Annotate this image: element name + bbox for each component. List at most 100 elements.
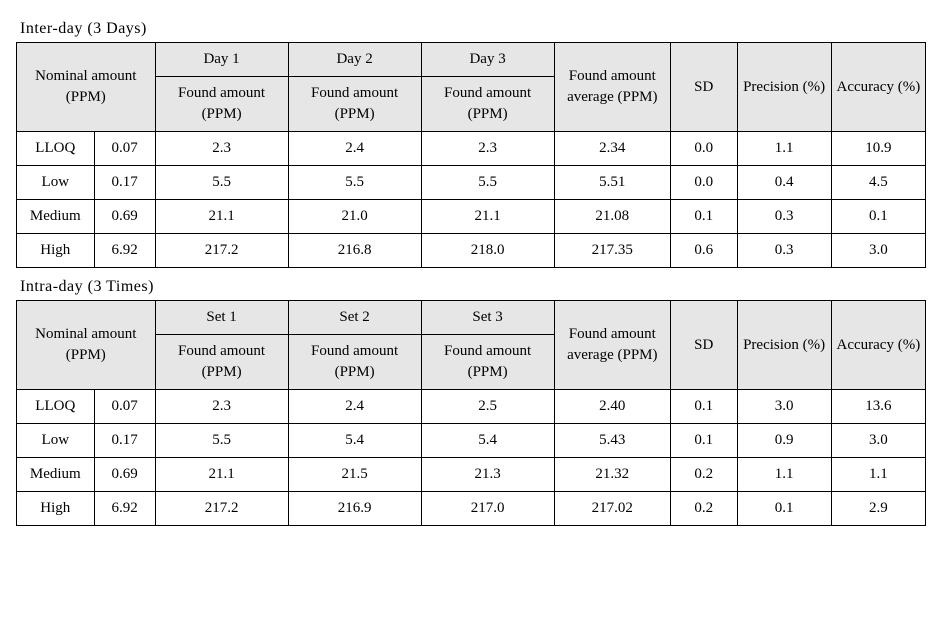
row-label: Low xyxy=(17,424,95,458)
row-nominal: 0.07 xyxy=(94,132,155,166)
header-found-amount-1: Found amount (PPM) xyxy=(155,77,288,132)
row-f2: 216.8 xyxy=(288,234,421,268)
header-set2: Set 2 xyxy=(288,301,421,335)
header-precision: Precision (%) xyxy=(737,43,831,132)
row-sd: 0.6 xyxy=(671,234,738,268)
row-f2: 216.9 xyxy=(288,492,421,526)
table-row: LLOQ 0.07 2.3 2.4 2.5 2.40 0.1 3.0 13.6 xyxy=(17,390,926,424)
row-sd: 0.0 xyxy=(671,132,738,166)
row-f3: 5.5 xyxy=(421,166,554,200)
table-row: Low 0.17 5.5 5.4 5.4 5.43 0.1 0.9 3.0 xyxy=(17,424,926,458)
row-sd: 0.1 xyxy=(671,390,738,424)
row-f3: 2.3 xyxy=(421,132,554,166)
row-avg: 21.32 xyxy=(554,458,670,492)
row-f1: 21.1 xyxy=(155,200,288,234)
row-f2: 2.4 xyxy=(288,132,421,166)
row-f1: 21.1 xyxy=(155,458,288,492)
row-acc: 0.1 xyxy=(831,200,925,234)
header-set1: Set 1 xyxy=(155,301,288,335)
header-found-avg: Found amount average (PPM) xyxy=(554,43,670,132)
header-day3: Day 3 xyxy=(421,43,554,77)
row-nominal: 0.17 xyxy=(94,166,155,200)
header-set3: Set 3 xyxy=(421,301,554,335)
row-f3: 2.5 xyxy=(421,390,554,424)
row-avg: 2.40 xyxy=(554,390,670,424)
row-prec: 1.1 xyxy=(737,458,831,492)
row-nominal: 0.17 xyxy=(94,424,155,458)
row-label: Low xyxy=(17,166,95,200)
row-nominal: 0.07 xyxy=(94,390,155,424)
row-prec: 0.4 xyxy=(737,166,831,200)
header-sd: SD xyxy=(671,43,738,132)
row-acc: 3.0 xyxy=(831,424,925,458)
section-title-intraday: Intra-day (3 Times) xyxy=(20,278,930,296)
row-f2: 2.4 xyxy=(288,390,421,424)
row-acc: 10.9 xyxy=(831,132,925,166)
row-avg: 217.35 xyxy=(554,234,670,268)
header-found-amount-3: Found amount (PPM) xyxy=(421,335,554,390)
row-avg: 5.51 xyxy=(554,166,670,200)
row-sd: 0.2 xyxy=(671,458,738,492)
row-sd: 0.0 xyxy=(671,166,738,200)
row-f2: 21.0 xyxy=(288,200,421,234)
row-label: Medium xyxy=(17,458,95,492)
header-day2: Day 2 xyxy=(288,43,421,77)
header-found-amount-1: Found amount (PPM) xyxy=(155,335,288,390)
row-prec: 0.1 xyxy=(737,492,831,526)
header-found-amount-3: Found amount (PPM) xyxy=(421,77,554,132)
header-day1: Day 1 xyxy=(155,43,288,77)
row-f2: 5.5 xyxy=(288,166,421,200)
row-f3: 21.1 xyxy=(421,200,554,234)
table-row: LLOQ 0.07 2.3 2.4 2.3 2.34 0.0 1.1 10.9 xyxy=(17,132,926,166)
row-acc: 4.5 xyxy=(831,166,925,200)
row-f1: 5.5 xyxy=(155,166,288,200)
header-found-avg: Found amount average (PPM) xyxy=(554,301,670,390)
row-label: High xyxy=(17,234,95,268)
row-nominal: 6.92 xyxy=(94,492,155,526)
header-nominal: Nominal amount (PPM) xyxy=(17,43,156,132)
row-f2: 5.4 xyxy=(288,424,421,458)
row-avg: 5.43 xyxy=(554,424,670,458)
row-sd: 0.2 xyxy=(671,492,738,526)
row-acc: 1.1 xyxy=(831,458,925,492)
row-f3: 21.3 xyxy=(421,458,554,492)
table-row: Low 0.17 5.5 5.5 5.5 5.51 0.0 0.4 4.5 xyxy=(17,166,926,200)
row-avg: 2.34 xyxy=(554,132,670,166)
interday-table: Nominal amount (PPM) Day 1 Day 2 Day 3 F… xyxy=(16,42,926,268)
row-f1: 5.5 xyxy=(155,424,288,458)
row-prec: 0.3 xyxy=(737,234,831,268)
row-f2: 21.5 xyxy=(288,458,421,492)
row-label: LLOQ xyxy=(17,132,95,166)
section-title-interday: Inter-day (3 Days) xyxy=(20,20,930,38)
row-f1: 217.2 xyxy=(155,234,288,268)
header-precision: Precision (%) xyxy=(737,301,831,390)
header-found-amount-2: Found amount (PPM) xyxy=(288,77,421,132)
header-nominal: Nominal amount (PPM) xyxy=(17,301,156,390)
row-f3: 217.0 xyxy=(421,492,554,526)
row-sd: 0.1 xyxy=(671,200,738,234)
table-row: High 6.92 217.2 216.8 218.0 217.35 0.6 0… xyxy=(17,234,926,268)
table-row: Medium 0.69 21.1 21.5 21.3 21.32 0.2 1.1… xyxy=(17,458,926,492)
row-nominal: 0.69 xyxy=(94,458,155,492)
row-acc: 2.9 xyxy=(831,492,925,526)
intraday-table: Nominal amount (PPM) Set 1 Set 2 Set 3 F… xyxy=(16,300,926,526)
row-f1: 217.2 xyxy=(155,492,288,526)
row-avg: 217.02 xyxy=(554,492,670,526)
row-sd: 0.1 xyxy=(671,424,738,458)
row-nominal: 0.69 xyxy=(94,200,155,234)
row-f1: 2.3 xyxy=(155,390,288,424)
row-f3: 5.4 xyxy=(421,424,554,458)
header-found-amount-2: Found amount (PPM) xyxy=(288,335,421,390)
row-label: LLOQ xyxy=(17,390,95,424)
row-prec: 3.0 xyxy=(737,390,831,424)
row-f1: 2.3 xyxy=(155,132,288,166)
table-row: Medium 0.69 21.1 21.0 21.1 21.08 0.1 0.3… xyxy=(17,200,926,234)
row-prec: 1.1 xyxy=(737,132,831,166)
row-prec: 0.3 xyxy=(737,200,831,234)
header-accuracy: Accuracy (%) xyxy=(831,301,925,390)
row-label: Medium xyxy=(17,200,95,234)
row-acc: 3.0 xyxy=(831,234,925,268)
row-acc: 13.6 xyxy=(831,390,925,424)
header-sd: SD xyxy=(671,301,738,390)
header-accuracy: Accuracy (%) xyxy=(831,43,925,132)
